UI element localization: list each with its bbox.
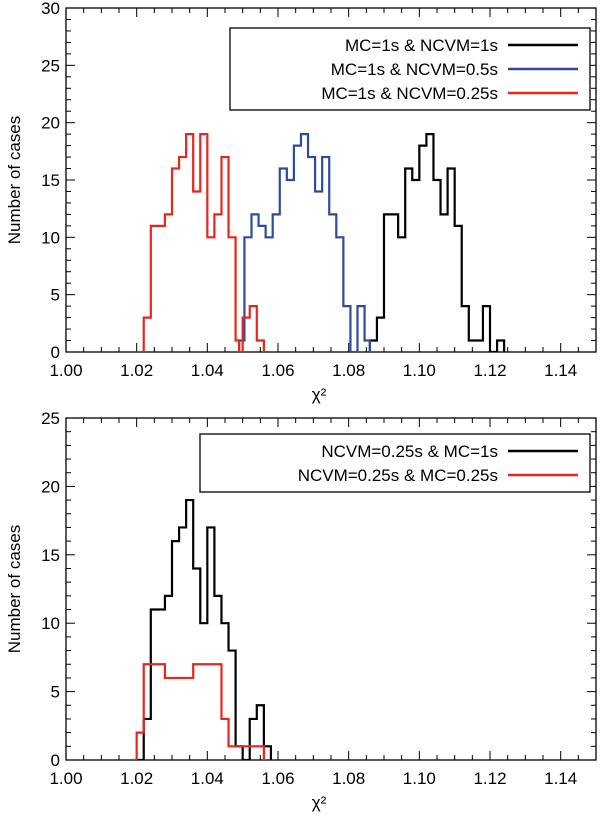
x-tick-label: 1.00 <box>49 361 82 380</box>
x-axis-title: χ² <box>312 793 327 812</box>
y-tick-label: 25 <box>41 409 60 428</box>
y-tick-label: 20 <box>41 477 60 496</box>
y-tick-label: 25 <box>41 56 60 75</box>
y-axis-title: Number of cases <box>5 525 24 654</box>
x-tick-label: 1.10 <box>403 769 436 788</box>
x-tick-label: 1.02 <box>120 769 153 788</box>
legend-label: MC=1s & NCVM=0.25s <box>321 84 498 103</box>
x-tick-label: 1.10 <box>403 361 436 380</box>
histogram-series-1 <box>136 498 273 760</box>
y-tick-label: 15 <box>41 546 60 565</box>
histogram-series-3 <box>136 133 265 352</box>
y-tick-label: 10 <box>41 228 60 247</box>
histogram-series-2 <box>129 663 265 760</box>
x-tick-label: 1.02 <box>120 361 153 380</box>
y-tick-label: 30 <box>41 0 60 18</box>
x-tick-label: 1.04 <box>191 769 224 788</box>
x-tick-label: 1.12 <box>473 361 506 380</box>
x-tick-label: 1.00 <box>49 769 82 788</box>
y-axis-title: Number of cases <box>5 116 24 245</box>
x-axis-title: χ² <box>312 385 327 404</box>
legend-label: MC=1s & NCVM=1s <box>345 36 498 55</box>
legend-box <box>199 433 591 493</box>
y-tick-label: 5 <box>51 683 60 702</box>
y-tick-label: 10 <box>41 614 60 633</box>
chart-panel-1: 1.00 1.02 1.04 1.06 1.08 1.10 1.12 1.14 0 5 10 15 20… <box>5 0 597 404</box>
x-tick-label: 1.12 <box>473 769 506 788</box>
legend-label: NCVM=0.25s & MC=1s <box>321 442 498 461</box>
histogram-series-1 <box>368 133 506 352</box>
x-tick-label: 1.08 <box>332 361 365 380</box>
y-tick-label: 15 <box>41 171 60 190</box>
x-tick-label: 1.06 <box>261 361 294 380</box>
y-tick-label: 0 <box>51 343 60 362</box>
y-tick-label: 0 <box>51 751 60 770</box>
legend-label: MC=1s & NCVM=0.5s <box>331 60 498 79</box>
legend-label: NCVM=0.25s & MC=0.25s <box>298 466 498 485</box>
histogram-series-2 <box>238 133 371 352</box>
y-tick-label: 5 <box>51 286 60 305</box>
x-tick-label: 1.06 <box>261 769 294 788</box>
chart-panel-2: 1.00 1.02 1.04 1.06 1.08 1.10 1.12 1.14 0 5 10 15 20… <box>5 409 597 812</box>
x-tick-label: 1.04 <box>191 361 224 380</box>
x-tick-label: 1.08 <box>332 769 365 788</box>
y-tick-label: 20 <box>41 114 60 133</box>
x-tick-label: 1.14 <box>544 769 577 788</box>
x-tick-label: 1.14 <box>544 361 577 380</box>
